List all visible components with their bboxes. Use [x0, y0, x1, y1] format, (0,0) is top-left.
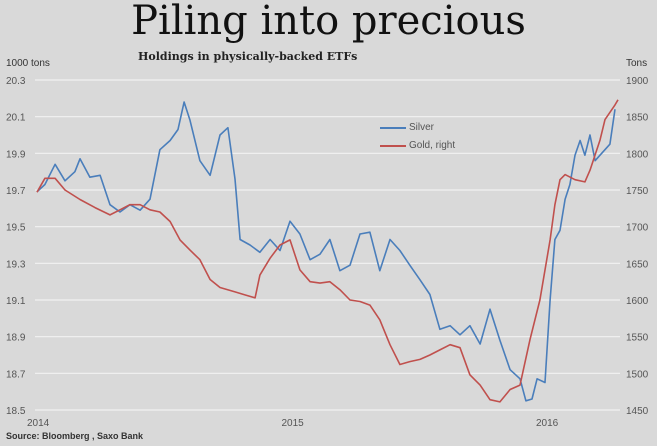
y-tick-label-left: 18.9	[6, 333, 26, 344]
x-tick-label: 2014	[27, 418, 50, 429]
y-tick-label-left: 18.7	[6, 369, 26, 380]
chart-subtitle: Holdings in physically-backed ETFs	[138, 50, 358, 63]
legend-label-silver: Silver	[409, 122, 435, 133]
right-axis-unit: Tons	[626, 58, 648, 69]
y-tick-label-right: 1650	[626, 259, 649, 270]
chart-title: Piling into precious	[131, 0, 526, 44]
left-axis-unit: 1000 tons	[6, 58, 50, 69]
y-tick-label-right: 1600	[626, 296, 649, 307]
y-tick-label-right: 1900	[626, 76, 649, 87]
y-tick-label-left: 20.3	[6, 76, 26, 87]
series-line-silver	[36, 101, 616, 402]
y-tick-label-left: 19.3	[6, 259, 26, 270]
y-tick-label-left: 19.5	[6, 223, 26, 234]
x-tick-label: 2016	[536, 418, 559, 429]
y-tick-label-right: 1750	[626, 186, 649, 197]
y-tick-label-right: 1550	[626, 333, 649, 344]
legend-swatch-silver	[380, 126, 406, 129]
y-tick-label-right: 1700	[626, 223, 649, 234]
x-tick-label: 2015	[282, 418, 305, 429]
y-tick-label-left: 20.1	[6, 113, 26, 124]
legend-item-silver: Silver	[380, 122, 434, 133]
y-tick-label-left: 19.7	[6, 186, 26, 197]
y-tick-label-left: 19.1	[6, 296, 26, 307]
y-tick-label-right: 1800	[626, 149, 649, 160]
source-note: Source: Bloomberg , Saxo Bank	[6, 431, 144, 441]
legend-label-gold: Gold, right	[409, 140, 456, 151]
y-tick-label-left: 19.9	[6, 149, 26, 160]
y-tick-label-right: 1850	[626, 113, 649, 124]
series-line-gold	[36, 99, 619, 403]
y-tick-label-left: 18.5	[6, 406, 26, 417]
legend-item-gold: Gold, right	[380, 140, 455, 151]
y-tick-label-right: 1450	[626, 406, 649, 417]
legend-swatch-gold	[380, 144, 406, 147]
y-tick-label-right: 1500	[626, 369, 649, 380]
